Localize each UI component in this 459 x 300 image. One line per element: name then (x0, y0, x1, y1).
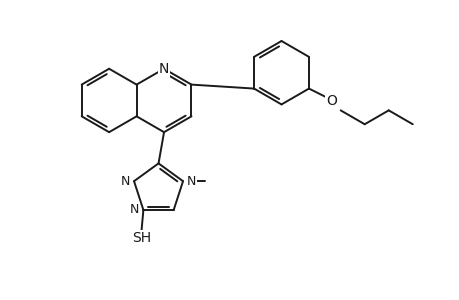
Text: N: N (158, 62, 169, 76)
Text: N: N (120, 175, 130, 188)
Text: N: N (130, 203, 139, 217)
Text: O: O (325, 94, 336, 109)
Text: N: N (187, 175, 196, 188)
Text: SH: SH (132, 231, 151, 245)
